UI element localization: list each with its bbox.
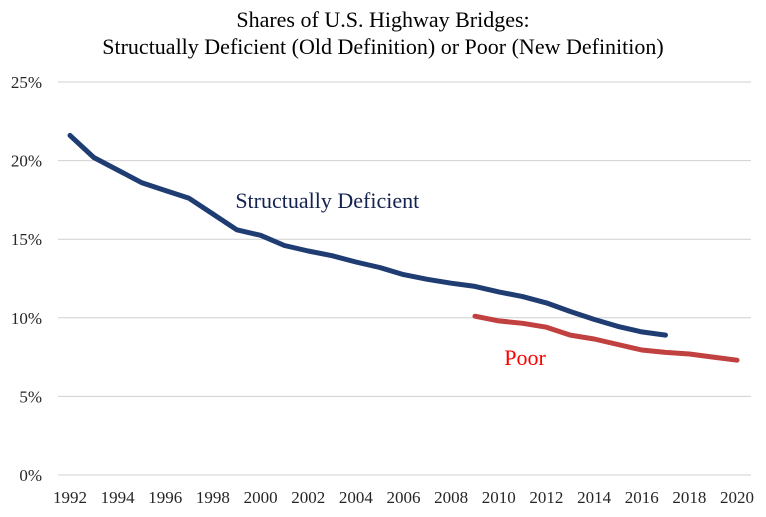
x-tick-label: 2000 [244, 488, 278, 507]
x-tick-label: 2010 [482, 488, 516, 507]
series-lines [67, 132, 740, 363]
x-tick-label: 2014 [577, 488, 612, 507]
y-tick-label: 25% [11, 73, 42, 92]
y-tick-label: 20% [11, 152, 42, 171]
series-label-structually-deficient: Structually Deficient [235, 188, 419, 213]
x-tick-label: 2006 [387, 488, 421, 507]
series-label-poor: Poor [504, 345, 546, 370]
x-tick-label: 2008 [434, 488, 468, 507]
y-tick-label: 0% [19, 466, 42, 485]
x-tick-label: 2002 [291, 488, 325, 507]
x-tick-label: 1996 [148, 488, 182, 507]
x-axis-tick-labels: 1992 1994 1996 1998 2000 2002 2004 2006 2008 2010… [53, 488, 754, 507]
gridlines [58, 81, 751, 476]
x-tick-label: 1998 [196, 488, 230, 507]
series-line-poor [472, 313, 740, 363]
x-tick-label: 2004 [339, 488, 374, 507]
x-tick-label: 1992 [53, 488, 87, 507]
chart-title-line2: Structually Deficient (Old Definition) o… [102, 34, 664, 59]
chart-title: Shares of U.S. Highway Bridges: Structua… [0, 6, 766, 60]
series-line-structually-deficient [67, 132, 668, 338]
y-tick-label: 5% [19, 387, 42, 406]
series-annotations: Structually Deficient Poor [235, 188, 546, 370]
x-tick-label: 2018 [672, 488, 706, 507]
y-tick-label: 10% [11, 309, 42, 328]
chart-title-line1: Shares of U.S. Highway Bridges: [236, 7, 530, 32]
x-tick-label: 2012 [529, 488, 563, 507]
y-tick-label: 15% [11, 230, 42, 249]
x-tick-label: 2020 [720, 488, 754, 507]
y-axis-tick-labels: 0% 5% 10% 15% 20% 25% [11, 73, 42, 485]
x-tick-label: 2016 [625, 488, 659, 507]
x-tick-label: 1994 [101, 488, 136, 507]
